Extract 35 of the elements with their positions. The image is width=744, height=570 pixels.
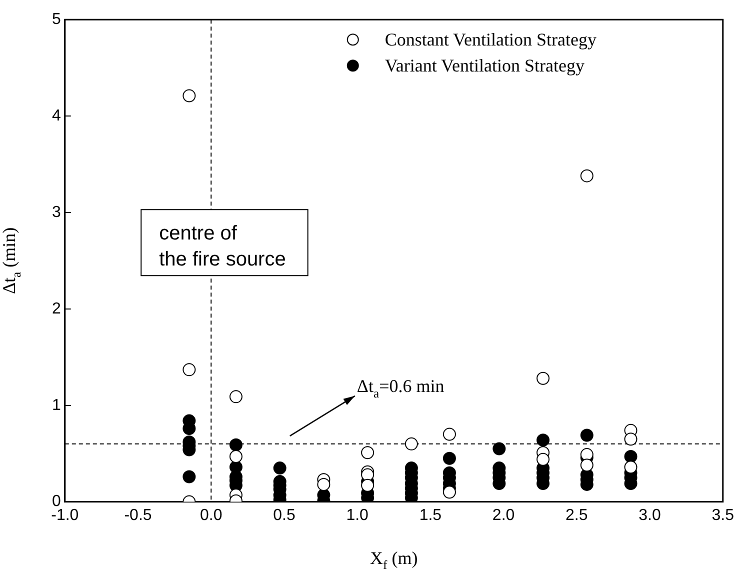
point (273, 462, 286, 475)
x-tick-label: 0.0 (200, 506, 222, 524)
point (580, 428, 594, 442)
y-tick-label: 4 (52, 107, 61, 124)
x-tick-label: 1.0 (346, 506, 369, 524)
y-tick-label: 1 (52, 396, 61, 414)
point (442, 486, 456, 499)
point (317, 478, 330, 491)
x-tick-label: 3.5 (712, 506, 734, 524)
x-tick-label: 3.0 (638, 506, 661, 524)
y-tick-label: 5 (52, 11, 61, 28)
x-tick-label: 0.5 (273, 506, 296, 524)
point (229, 438, 242, 452)
point (624, 460, 638, 474)
ref-line-label: centre of the fire source (159, 222, 286, 271)
x-tick-label: 2.0 (492, 506, 515, 524)
point (624, 450, 638, 463)
point (624, 432, 638, 446)
legend-label: Variant Ventilation Strategy (384, 56, 585, 76)
point (182, 470, 196, 484)
point (580, 458, 594, 472)
y-tick-label: 3 (52, 204, 61, 221)
x-tick-label: 2.5 (566, 506, 588, 524)
point (492, 442, 506, 456)
point (536, 452, 550, 466)
point (361, 478, 374, 492)
y-tick-label: 2 (52, 300, 61, 318)
y-axis-title: Δta (min) (0, 227, 24, 294)
point (536, 434, 550, 447)
legend-label: Constant Ventilation Strategy (384, 30, 597, 50)
point (442, 452, 456, 465)
point (580, 448, 594, 462)
point (361, 468, 374, 482)
x-tick-label: 1.5 (419, 506, 442, 524)
x-tick-label: -0.5 (124, 506, 152, 524)
